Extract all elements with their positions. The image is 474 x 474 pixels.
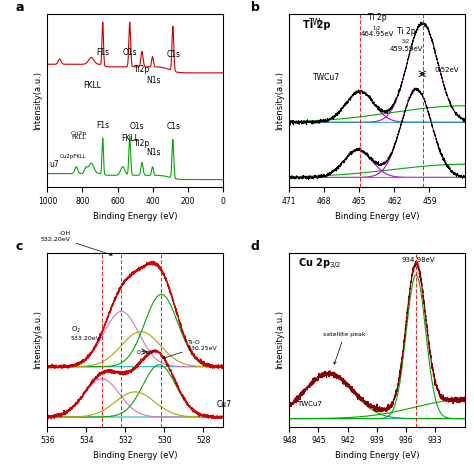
Text: Cu7: Cu7	[217, 400, 232, 409]
Text: N1s: N1s	[146, 147, 161, 156]
Text: Ti-O
530.15eV: Ti-O 530.15eV	[0, 473, 1, 474]
Text: satellite peak: satellite peak	[323, 332, 366, 364]
Text: TW: TW	[309, 18, 321, 27]
Text: C1s: C1s	[166, 50, 181, 59]
Text: $_{3/2}$: $_{3/2}$	[401, 37, 411, 46]
Text: a: a	[16, 1, 24, 14]
Text: N1s: N1s	[146, 76, 161, 85]
Text: u7: u7	[50, 160, 59, 169]
Text: $_{1/2}$: $_{1/2}$	[372, 24, 382, 33]
X-axis label: Binding Energy (eV): Binding Energy (eV)	[93, 451, 177, 460]
Text: 459.59eV: 459.59eV	[390, 46, 423, 52]
X-axis label: Binding Energy (eV): Binding Energy (eV)	[93, 212, 177, 221]
Text: Cu2p: Cu2p	[71, 131, 87, 136]
Text: Ti 2p: Ti 2p	[367, 13, 386, 22]
Text: FKLL: FKLL	[83, 81, 101, 90]
X-axis label: Binding Energy (eV): Binding Energy (eV)	[335, 451, 419, 460]
Text: -OH
532.20eV: -OH 532.20eV	[41, 231, 112, 255]
Y-axis label: Intensity(a.u.): Intensity(a.u.)	[33, 72, 42, 130]
Text: b: b	[251, 1, 260, 14]
Text: F1s: F1s	[96, 121, 109, 130]
Text: TWCu7: TWCu7	[313, 73, 340, 82]
Text: 533.20eV: 533.20eV	[71, 336, 100, 341]
Text: O1s: O1s	[122, 48, 137, 57]
Text: Ti2p: Ti2p	[134, 65, 150, 74]
Text: FKLL: FKLL	[122, 134, 139, 143]
Text: C1s: C1s	[166, 122, 181, 131]
Y-axis label: Intensity(a.u.): Intensity(a.u.)	[33, 310, 42, 369]
Text: Ti 2p: Ti 2p	[397, 27, 415, 36]
Text: O1s: O1s	[129, 122, 144, 131]
Text: 464.95eV: 464.95eV	[360, 31, 393, 37]
Y-axis label: Intensity(a.u.): Intensity(a.u.)	[275, 310, 284, 369]
Text: Ti2p: Ti2p	[134, 139, 150, 148]
Text: Ti 2p: Ti 2p	[303, 20, 331, 30]
Text: Cu2pFKLL: Cu2pFKLL	[59, 154, 86, 159]
Text: FKLL: FKLL	[72, 135, 86, 140]
Text: d: d	[251, 240, 260, 253]
Text: c: c	[16, 240, 23, 253]
Text: 0.52eV: 0.52eV	[435, 67, 459, 73]
Text: Cu 2p$_{3/2}$: Cu 2p$_{3/2}$	[298, 257, 341, 272]
Text: F1s: F1s	[96, 48, 109, 57]
Y-axis label: Intensity(a.u.): Intensity(a.u.)	[275, 72, 284, 130]
X-axis label: Binding Energy (eV): Binding Energy (eV)	[335, 212, 419, 221]
Text: TWCu7: TWCu7	[297, 401, 322, 407]
Text: Ti-O
530.25eV: Ti-O 530.25eV	[163, 340, 218, 359]
Text: 934.98eV: 934.98eV	[401, 257, 435, 263]
Text: O$_2$: O$_2$	[71, 325, 81, 335]
Text: 0.1eV: 0.1eV	[137, 350, 155, 355]
